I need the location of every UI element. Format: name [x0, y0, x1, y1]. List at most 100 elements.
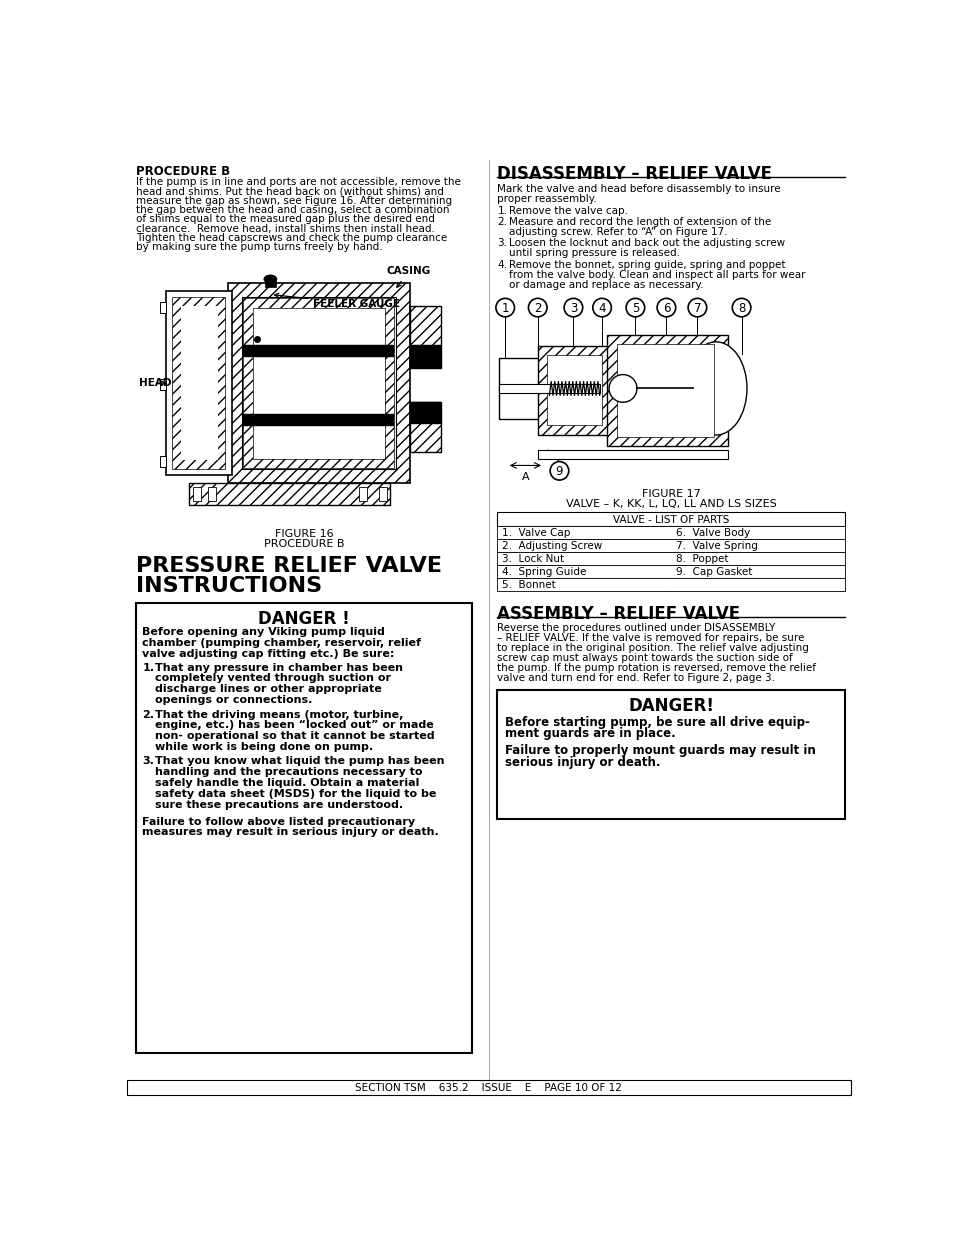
Text: while work is being done on pump.: while work is being done on pump. [154, 742, 373, 752]
Text: 4.: 4. [497, 259, 507, 270]
Text: from the valve body. Clean and inspect all parts for wear: from the valve body. Clean and inspect a… [509, 270, 804, 280]
Text: SECTION TSM    635.2    ISSUE    E    PAGE 10 OF 12: SECTION TSM 635.2 ISSUE E PAGE 10 OF 12 [355, 1083, 621, 1093]
Text: Remove the valve cap.: Remove the valve cap. [509, 206, 627, 216]
Text: measure the gap as shown, see Figure 16. After determining: measure the gap as shown, see Figure 16.… [136, 196, 452, 206]
Text: 2.  Adjusting Screw: 2. Adjusting Screw [501, 541, 601, 551]
Text: 1: 1 [501, 303, 508, 315]
Bar [159, 379, 166, 390]
Circle shape [550, 462, 568, 480]
Text: valve adjusting cap fitting etc.) Be sure:: valve adjusting cap fitting etc.) Be sur… [142, 648, 395, 658]
Text: 2: 2 [534, 303, 541, 315]
Bar [166, 268, 429, 517]
Text: discharge lines or other appropriate: discharge lines or other appropriate [154, 684, 381, 694]
Text: screw cap must always point towards the suction side of: screw cap must always point towards the … [497, 653, 792, 663]
Bar [497, 538, 843, 552]
Bar [498, 358, 541, 419]
Text: – RELIEF VALVE. If the valve is removed for repairs, be sure: – RELIEF VALVE. If the valve is removed … [497, 634, 804, 643]
Ellipse shape [264, 275, 276, 283]
Text: by making sure the pump turns freely by hand.: by making sure the pump turns freely by … [136, 242, 382, 252]
Bar [497, 578, 843, 592]
Text: engine, etc.) has been “locked out” or made: engine, etc.) has been “locked out” or m… [154, 720, 434, 730]
Text: 2.: 2. [142, 710, 154, 720]
Text: Measure and record the length of extension of the: Measure and record the length of extensi… [509, 216, 771, 227]
Text: proper reassembly.: proper reassembly. [497, 194, 597, 204]
Bar [166, 290, 232, 475]
Bar [497, 552, 843, 564]
Bar [228, 283, 410, 483]
Text: 5.  Bonnet: 5. Bonnet [501, 580, 556, 590]
Text: 2.: 2. [497, 216, 507, 227]
Text: Mark the valve and head before disassembly to insure: Mark the valve and head before disassemb… [497, 184, 781, 194]
Text: ASSEMBLY – RELIEF VALVE: ASSEMBLY – RELIEF VALVE [497, 605, 740, 622]
Bar [241, 296, 395, 469]
Text: safety data sheet (MSDS) for the liquid to be: safety data sheet (MSDS) for the liquid … [154, 789, 436, 799]
Bar [181, 306, 217, 461]
Bar [253, 308, 385, 458]
Text: PROCEDURE B: PROCEDURE B [264, 538, 344, 548]
Text: That any pressure in chamber has been: That any pressure in chamber has been [154, 662, 402, 673]
Text: CASING: CASING [386, 267, 431, 288]
Bar [410, 403, 440, 424]
Text: chamber (pumping chamber, reservoir, relief: chamber (pumping chamber, reservoir, rel… [142, 638, 421, 648]
Bar [243, 414, 394, 426]
Text: measures may result in serious injury or death.: measures may result in serious injury or… [142, 827, 438, 837]
Text: DANGER !: DANGER ! [258, 610, 350, 629]
Text: PROCEDURE B: PROCEDURE B [136, 165, 231, 178]
Text: completely vented through suction or: completely vented through suction or [154, 673, 391, 683]
Text: or damage and replace as necessary.: or damage and replace as necessary. [509, 280, 702, 290]
Text: valve and turn end for end. Refer to Figure 2, page 3.: valve and turn end for end. Refer to Fig… [497, 673, 775, 683]
Bar [546, 356, 601, 425]
Text: the pump. If the pump rotation is reversed, remove the relief: the pump. If the pump rotation is revers… [497, 663, 816, 673]
Text: until spring pressure is released.: until spring pressure is released. [509, 248, 679, 258]
Text: head and shims. Put the head back on (without shims) and: head and shims. Put the head back on (wi… [136, 186, 444, 196]
Text: 7.  Valve Spring: 7. Valve Spring [675, 541, 757, 551]
Bar [189, 483, 390, 505]
Text: 3.: 3. [142, 757, 154, 767]
Text: Loosen the locknut and back out the adjusting screw: Loosen the locknut and back out the adju… [509, 238, 784, 248]
Text: 1.: 1. [497, 206, 507, 216]
Bar [208, 487, 216, 501]
Text: INSTRUCTIONS: INSTRUCTIONS [136, 576, 322, 595]
Circle shape [608, 374, 637, 403]
Bar [498, 384, 599, 393]
Text: DANGER!: DANGER! [627, 698, 713, 715]
Text: That you know what liquid the pump has been: That you know what liquid the pump has b… [154, 757, 444, 767]
Bar [497, 564, 843, 578]
Text: 7: 7 [693, 303, 700, 315]
Bar [410, 403, 440, 452]
Text: That the driving means (motor, turbine,: That the driving means (motor, turbine, [154, 710, 403, 720]
Circle shape [657, 299, 675, 317]
Text: 8.  Poppet: 8. Poppet [675, 555, 727, 564]
Text: FIGURE 16: FIGURE 16 [274, 530, 333, 540]
Text: DISASSEMBLY – RELIEF VALVE: DISASSEMBLY – RELIEF VALVE [497, 165, 772, 183]
Text: 3.  Lock Nut: 3. Lock Nut [501, 555, 563, 564]
Bar [617, 343, 713, 437]
Text: Failure to properly mount guards may result in: Failure to properly mount guards may res… [505, 745, 815, 757]
Text: 4.  Spring Guide: 4. Spring Guide [501, 567, 586, 577]
Bar [537, 450, 727, 459]
Circle shape [496, 299, 514, 317]
Text: Reverse the procedures outlined under DISASSEMBLY: Reverse the procedures outlined under DI… [497, 624, 775, 634]
Bar [127, 1079, 850, 1095]
Bar [172, 296, 225, 469]
Text: 9.  Cap Gasket: 9. Cap Gasket [675, 567, 751, 577]
Circle shape [592, 299, 611, 317]
Bar [410, 345, 440, 368]
Circle shape [528, 299, 546, 317]
Bar [537, 346, 611, 435]
Text: 6.  Valve Body: 6. Valve Body [675, 527, 749, 537]
Text: Before starting pump, be sure all drive equip-: Before starting pump, be sure all drive … [505, 716, 809, 729]
Bar [136, 603, 472, 1053]
Text: adjusting screw. Refer to “A” on Figure 17.: adjusting screw. Refer to “A” on Figure … [509, 227, 727, 237]
Text: If the pump is in line and ports are not accessible, remove the: If the pump is in line and ports are not… [136, 178, 460, 188]
Text: to replace in the original position. The relief valve adjusting: to replace in the original position. The… [497, 643, 808, 653]
Text: 4: 4 [598, 303, 605, 315]
Text: FEELER GAUGE: FEELER GAUGE [274, 294, 399, 309]
Text: of shims equal to the measured gap plus the desired end: of shims equal to the measured gap plus … [136, 215, 435, 225]
Text: ment guards are in place.: ment guards are in place. [505, 727, 676, 740]
Text: Before opening any Viking pump liquid: Before opening any Viking pump liquid [142, 627, 385, 637]
Text: VALVE – K, KK, L, LQ, LL AND LS SIZES: VALVE – K, KK, L, LQ, LL AND LS SIZES [565, 499, 776, 509]
Text: safely handle the liquid. Obtain a material: safely handle the liquid. Obtain a mater… [154, 778, 418, 788]
Bar [497, 526, 843, 538]
Bar [359, 487, 367, 501]
